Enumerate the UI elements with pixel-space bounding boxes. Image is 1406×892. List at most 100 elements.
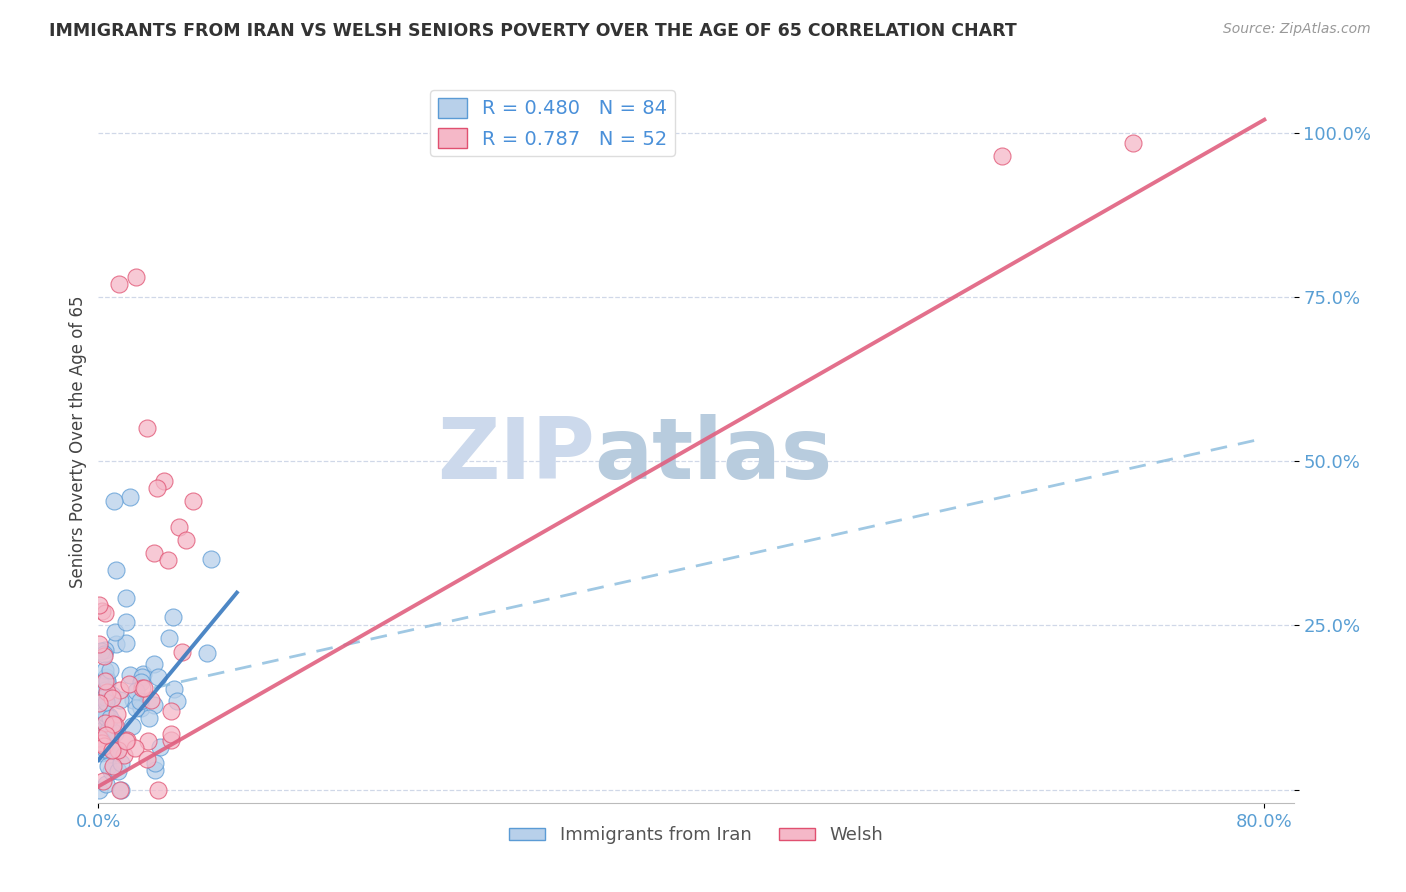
Point [157,631,180,645]
Point [91,734,114,748]
Point [103,725,125,739]
Point [118,667,141,681]
Point [103,493,125,508]
Point [105,637,128,651]
Point [98,711,121,725]
Point [94,606,117,620]
Point [132,667,155,681]
Point [91,774,114,789]
Point [96,676,118,690]
Point [100,688,122,702]
Point [94,673,117,688]
Point [108,782,131,797]
Point [160,732,183,747]
Point [107,743,129,757]
Point [108,277,131,291]
Point [91,684,114,698]
Point [125,684,148,698]
Point [110,756,132,771]
Point [100,747,122,761]
Point [129,674,152,689]
Point [104,726,127,740]
Point [100,764,122,778]
Point [125,270,148,285]
Point [89,743,111,757]
Point [87,686,110,700]
Point [97,759,120,773]
Point [93,705,115,719]
Legend: Immigrants from Iran, Welsh: Immigrants from Iran, Welsh [502,819,890,852]
Point [93,690,115,705]
Y-axis label: Seniors Poverty Over the Age of 65: Seniors Poverty Over the Age of 65 [69,295,87,588]
Point [172,645,194,659]
Point [93,648,115,662]
Point [93,722,115,736]
Point [96,674,118,689]
Text: atlas: atlas [595,415,832,498]
Point [98,709,121,723]
Point [94,682,117,697]
Point [991,149,1014,163]
Point [107,745,129,759]
Text: IMMIGRANTS FROM IRAN VS WELSH SENIORS POVERTY OVER THE AGE OF 65 CORRELATION CHA: IMMIGRANTS FROM IRAN VS WELSH SENIORS PO… [49,22,1017,40]
Point [146,670,169,684]
Point [96,720,118,734]
Point [108,693,131,707]
Point [157,553,180,567]
Point [94,695,117,709]
Point [93,742,115,756]
Point [167,520,190,534]
Point [107,764,129,778]
Point [87,736,110,750]
Point [96,726,118,740]
Point [100,664,122,678]
Point [93,648,115,663]
Point [101,717,124,731]
Point [89,711,111,725]
Point [91,700,114,714]
Point [115,733,138,747]
Point [103,759,125,773]
Point [162,609,184,624]
Point [94,642,117,657]
Point [124,740,146,755]
Point [103,744,125,758]
Point [200,551,222,566]
Point [112,748,135,763]
Point [129,700,152,714]
Point [96,684,118,698]
Point [90,644,112,658]
Point [131,681,153,695]
Point [93,715,115,730]
Point [163,682,186,697]
Point [120,491,142,505]
Point [143,756,166,770]
Point [195,646,218,660]
Point [91,604,114,618]
Point [166,694,188,708]
Point [89,598,111,612]
Point [87,637,110,651]
Point [101,690,124,705]
Point [114,733,136,747]
Point [90,697,112,711]
Point [93,739,115,753]
Point [94,681,117,695]
Point [142,657,165,671]
Point [96,670,118,684]
Point [142,546,165,560]
Point [90,746,112,760]
Point [159,727,181,741]
Point [136,733,159,747]
Point [138,711,160,725]
Point [94,728,117,742]
Point [135,421,157,435]
Point [94,706,117,720]
Point [139,693,162,707]
Point [115,615,138,630]
Point [143,763,166,777]
Point [125,700,148,714]
Point [145,481,167,495]
Point [143,698,166,712]
Point [97,712,120,726]
